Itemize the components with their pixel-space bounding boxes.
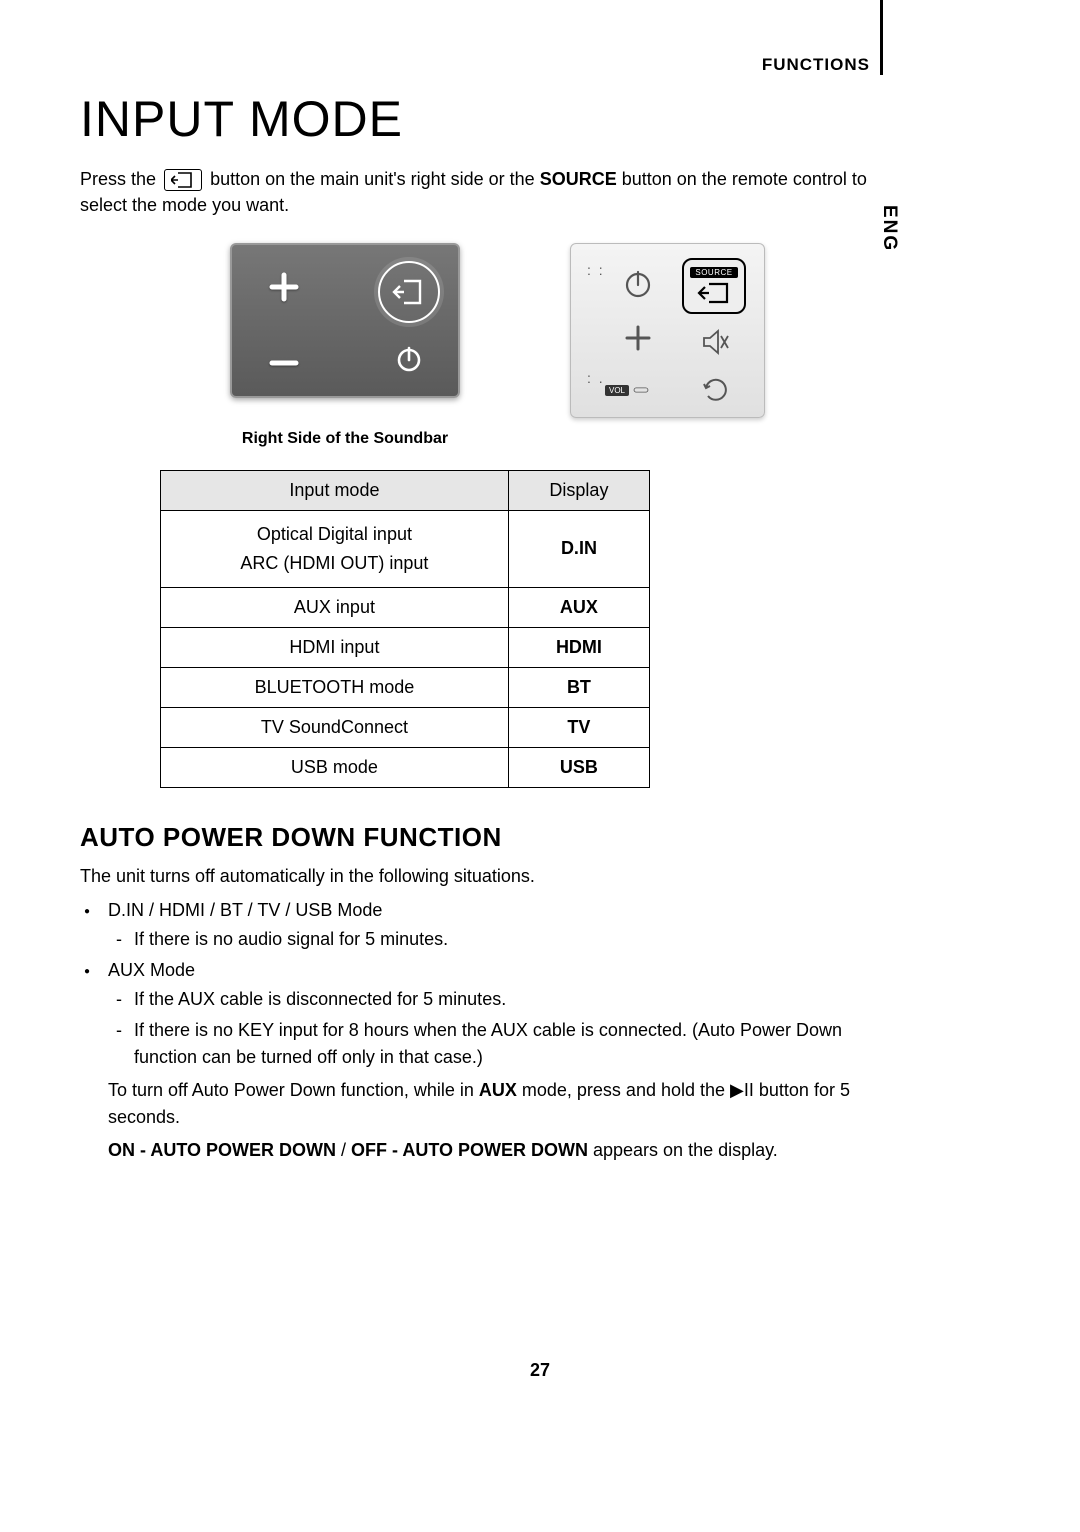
volume-up-icon	[260, 263, 308, 311]
result-sep: /	[336, 1140, 351, 1160]
remote-volume-up-icon	[616, 316, 660, 360]
list-item: AUX Mode If the AUX cable is disconnected…	[104, 957, 880, 1071]
table-row: USB modeUSB	[161, 747, 650, 787]
auto-power-note: To turn off Auto Power Down function, wh…	[80, 1077, 880, 1131]
table-cell-display: TV	[508, 707, 649, 747]
list-item-label: AUX Mode	[108, 960, 195, 980]
table-row: AUX inputAUX	[161, 587, 650, 627]
remote-mute-icon	[696, 322, 736, 362]
intro-text-1: Press the	[80, 169, 161, 189]
auto-power-heading: AUTO POWER DOWN FUNCTION	[80, 822, 880, 853]
sub-list-item: If there is no KEY input for 8 hours whe…	[134, 1017, 880, 1071]
table-cell-mode: BLUETOOTH mode	[161, 667, 509, 707]
page-title: INPUT MODE	[80, 90, 880, 148]
table-row: TV SoundConnectTV	[161, 707, 650, 747]
table-cell-mode: HDMI input	[161, 627, 509, 667]
intro-source-bold: SOURCE	[540, 169, 617, 189]
result-on: ON - AUTO POWER DOWN	[108, 1140, 336, 1160]
remote-dots-top: : :	[587, 262, 605, 278]
auto-power-list: D.IN / HDMI / BT / TV / USB Mode If there…	[80, 897, 880, 1071]
table-cell-display: USB	[508, 747, 649, 787]
intro-paragraph: Press the button on the main unit's righ…	[80, 166, 880, 218]
list-item-label: D.IN / HDMI / BT / TV / USB Mode	[108, 900, 382, 920]
play-pause-icon: ▶II	[730, 1080, 754, 1100]
remote-repeat-icon	[696, 370, 736, 410]
table-header-display: Display	[508, 471, 649, 511]
table-cell-mode: USB mode	[161, 747, 509, 787]
table-cell-display: D.IN	[508, 511, 649, 588]
table-cell-mode: TV SoundConnect	[161, 707, 509, 747]
table-row: BLUETOOTH modeBT	[161, 667, 650, 707]
remote-source-icon	[697, 280, 731, 306]
figure-row: : : : . VOL SOURCE	[230, 243, 880, 418]
page-number: 27	[0, 1360, 1080, 1381]
remote-vol-text: VOL	[605, 385, 629, 396]
volume-down-icon	[260, 348, 308, 378]
header-divider	[880, 0, 883, 75]
soundbar-caption: Right Side of the Soundbar	[230, 430, 460, 448]
sub-list-item: If there is no audio signal for 5 minute…	[134, 926, 880, 953]
input-mode-table: Input mode Display Optical Digital input…	[160, 470, 650, 788]
table-cell-display: HDMI	[508, 627, 649, 667]
remote-source-highlight: SOURCE	[682, 258, 746, 314]
note-aux: AUX	[479, 1080, 517, 1100]
table-cell-display: BT	[508, 667, 649, 707]
remote-vol-label: VOL	[605, 368, 649, 412]
table-header-mode: Input mode	[161, 471, 509, 511]
table-row: Optical Digital inputARC (HDMI OUT) inpu…	[161, 511, 650, 588]
result-tail: appears on the display.	[588, 1140, 778, 1160]
source-button-icon	[378, 261, 440, 323]
sub-list: If the AUX cable is disconnected for 5 m…	[108, 986, 880, 1071]
page-content: ENG INPUT MODE Press the button on the m…	[80, 60, 880, 1164]
power-icon	[390, 340, 428, 378]
auto-power-lead: The unit turns off automatically in the …	[80, 863, 880, 889]
soundbar-side-figure	[230, 243, 460, 398]
table-cell-mode: AUX input	[161, 587, 509, 627]
remote-figure: : : : . VOL SOURCE	[570, 243, 765, 418]
source-inline-icon	[164, 169, 202, 191]
note-mid: mode, press and hold the	[517, 1080, 730, 1100]
table-cell-display: AUX	[508, 587, 649, 627]
language-tab: ENG	[860, 205, 900, 252]
sub-list: If there is no audio signal for 5 minute…	[108, 926, 880, 953]
sub-list-item: If the AUX cable is disconnected for 5 m…	[134, 986, 880, 1013]
table-row: HDMI inputHDMI	[161, 627, 650, 667]
result-off: OFF - AUTO POWER DOWN	[351, 1140, 588, 1160]
remote-power-icon	[616, 262, 660, 306]
note-pre: To turn off Auto Power Down function, wh…	[108, 1080, 479, 1100]
table-cell-mode: Optical Digital inputARC (HDMI OUT) inpu…	[161, 511, 509, 588]
auto-power-result: ON - AUTO POWER DOWN / OFF - AUTO POWER …	[80, 1137, 880, 1164]
remote-dots-bottom: : .	[587, 370, 605, 386]
intro-text-2: button on the main unit's right side or …	[210, 169, 540, 189]
list-item: D.IN / HDMI / BT / TV / USB Mode If there…	[104, 897, 880, 953]
remote-source-label: SOURCE	[690, 267, 737, 278]
